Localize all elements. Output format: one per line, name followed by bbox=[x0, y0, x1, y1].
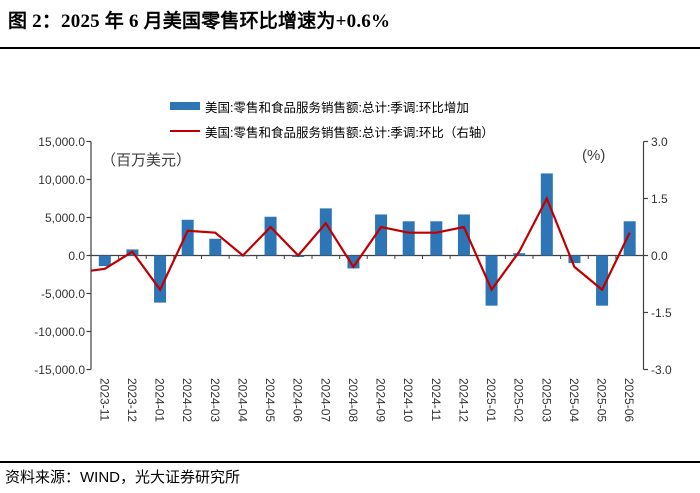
legend-item-bar: 美国:零售和食品服务销售额:总计:季调:环比增加 bbox=[170, 98, 494, 115]
x-axis-label: 2024-12 bbox=[456, 378, 470, 422]
line-swatch-icon bbox=[170, 129, 200, 133]
x-axis-label: 2024-07 bbox=[318, 378, 332, 422]
y-axis-label-right: -3.0 bbox=[651, 363, 672, 377]
title-divider bbox=[0, 47, 700, 49]
x-axis-label: 2025-04 bbox=[567, 378, 581, 422]
bar-2024-08 bbox=[347, 255, 360, 269]
legend-label-bar: 美国:零售和食品服务销售额:总计:季调:环比增加 bbox=[205, 100, 469, 115]
figure-title: 图 2：2025 年 6 月美国零售环比增速为+0.6% bbox=[8, 11, 391, 32]
y-axis-label-left: -15,000.0 bbox=[34, 363, 85, 377]
y-axis-label-right: 1.5 bbox=[651, 192, 668, 206]
bar-2025-01 bbox=[485, 255, 498, 306]
bar-2024-10 bbox=[402, 221, 415, 256]
x-axis-label: 2024-05 bbox=[263, 378, 277, 422]
x-axis-label: 2024-11 bbox=[429, 378, 443, 421]
bar-swatch-icon bbox=[170, 102, 200, 110]
bar-2024-07 bbox=[319, 208, 332, 256]
y-axis-label-left: 5,000.0 bbox=[45, 211, 85, 225]
bar-2024-02 bbox=[181, 219, 194, 256]
y-axis-label-left: -5,000.0 bbox=[41, 287, 85, 301]
x-axis-label: 2024-01 bbox=[153, 378, 167, 422]
right-axis-unit-label: (%) bbox=[582, 147, 606, 164]
y-axis-label-left: 15,000.0 bbox=[38, 135, 85, 149]
bar-2025-03 bbox=[540, 173, 553, 256]
bar-2025-04 bbox=[568, 255, 581, 264]
x-axis-label: 2024-09 bbox=[374, 378, 388, 422]
y-axis-label-right: 0.0 bbox=[651, 249, 668, 263]
x-axis-label: 2024-02 bbox=[180, 378, 194, 422]
bar-2024-11 bbox=[430, 221, 443, 256]
x-axis-label: 2024-03 bbox=[208, 378, 222, 422]
bar-2023-11 bbox=[98, 255, 111, 267]
x-axis-label: 2025-01 bbox=[484, 378, 498, 422]
bar-2024-03 bbox=[209, 238, 222, 256]
bar-2025-02 bbox=[513, 253, 526, 256]
x-axis-label: 2025-03 bbox=[539, 378, 553, 422]
data-source: 资料来源：WIND，光大证券研究所 bbox=[5, 469, 240, 486]
bar-2024-05 bbox=[264, 216, 277, 256]
footer-divider bbox=[0, 461, 700, 463]
y-axis-label-right: -1.5 bbox=[651, 306, 672, 320]
x-axis-label: 2024-04 bbox=[235, 378, 249, 422]
x-axis-label: 2025-02 bbox=[512, 378, 526, 422]
y-axis-label-left: 10,000.0 bbox=[38, 173, 85, 187]
legend-label-line: 美国:零售和食品服务销售额:总计:季调:环比（右轴） bbox=[205, 125, 494, 140]
x-axis-label: 2024-06 bbox=[291, 378, 305, 422]
x-axis-label: 2023-11 bbox=[97, 378, 111, 421]
y-axis-label-left: 0.0 bbox=[68, 249, 85, 263]
x-axis-label: 2024-10 bbox=[401, 378, 415, 422]
legend-item-line: 美国:零售和食品服务销售额:总计:季调:环比（右轴） bbox=[170, 123, 494, 140]
y-axis-label-right: 3.0 bbox=[651, 135, 668, 149]
left-axis-unit-label: （百万美元） bbox=[101, 152, 192, 169]
x-axis-label: 2025-05 bbox=[595, 378, 609, 422]
line-series bbox=[90, 195, 631, 292]
bar-2025-06 bbox=[623, 221, 636, 256]
bar-2025-05 bbox=[596, 255, 609, 306]
x-axis-label: 2023-12 bbox=[125, 378, 139, 422]
x-axis-label: 2025-06 bbox=[622, 378, 636, 422]
bar-2024-12 bbox=[457, 214, 470, 256]
y-axis-label-left: -10,000.0 bbox=[34, 325, 85, 339]
bar-2024-01 bbox=[154, 255, 167, 303]
bar-2024-09 bbox=[375, 214, 388, 256]
x-axis-label: 2024-08 bbox=[346, 378, 360, 422]
chart-legend: 美国:零售和食品服务销售额:总计:季调:环比增加 美国:零售和食品服务销售额:总… bbox=[170, 98, 494, 140]
